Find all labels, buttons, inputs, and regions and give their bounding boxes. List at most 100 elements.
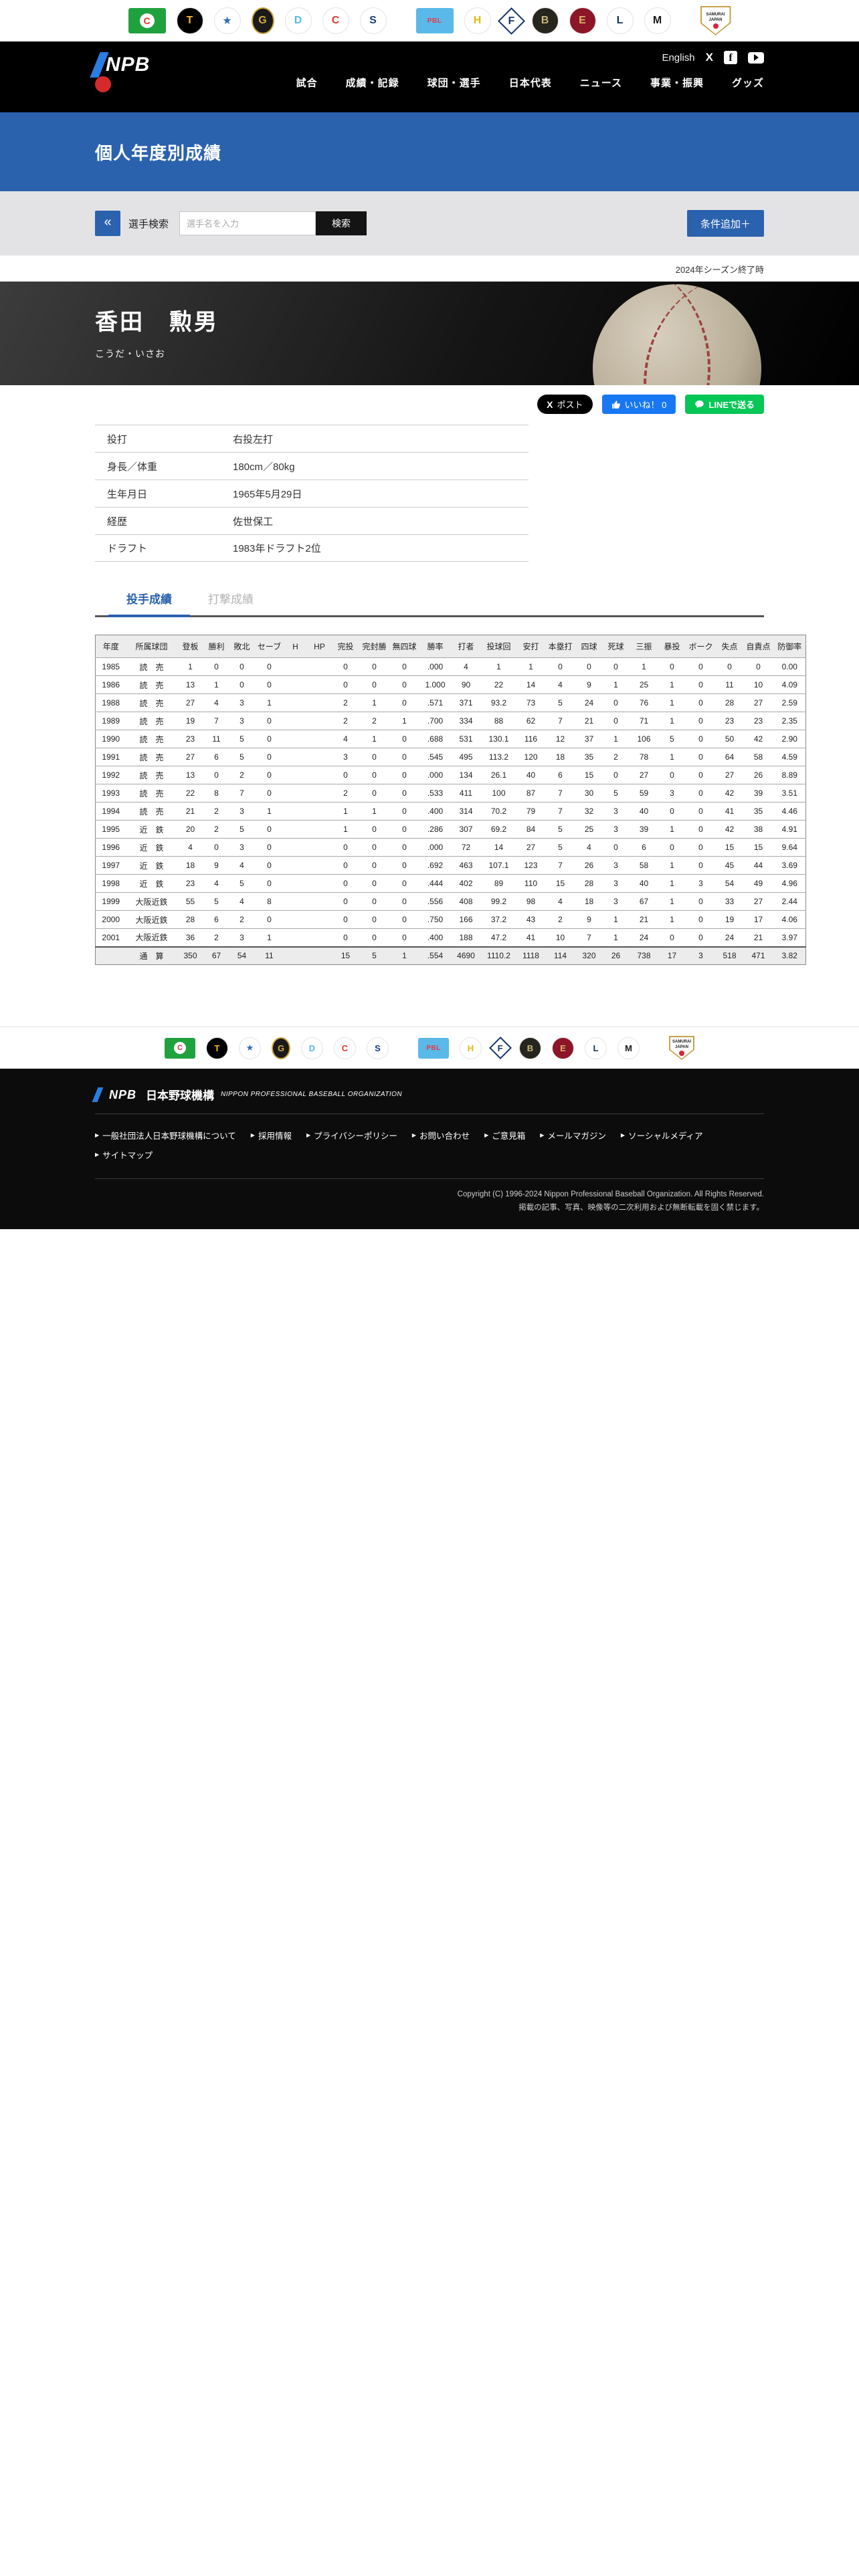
stats-cell: 411 [451, 784, 481, 802]
footer-link-5[interactable]: ▶ メールマガジン [540, 1129, 606, 1142]
logo-lions[interactable]: L [585, 1037, 607, 1059]
collapse-search-button[interactable]: « [95, 211, 120, 236]
stats-cell: 5 [545, 838, 576, 857]
tab-pitching[interactable]: 投手成績 [108, 590, 190, 617]
logo-pacific-league[interactable]: PBL [418, 1037, 449, 1059]
footer-link-2[interactable]: ▶ プライバシーポリシー [306, 1129, 397, 1142]
like-button[interactable]: いいね！ 0 [601, 395, 676, 414]
stats-cell: 0 [359, 892, 390, 911]
line-share-button[interactable]: LINEで送る [685, 395, 764, 414]
logo-hawks[interactable]: H [464, 7, 491, 34]
nav-item-2[interactable]: 球団・選手 [427, 78, 481, 89]
stats-cell: 4.09 [773, 675, 806, 694]
stats-cell: 1985 [95, 657, 126, 676]
stats-column-header: 安打 [516, 635, 545, 658]
stats-cell: 2 [545, 910, 576, 929]
logo-baystars[interactable]: ★ [213, 7, 241, 34]
stats-cell: 28 [575, 874, 603, 893]
footer-link-4[interactable]: ▶ ご意見箱 [484, 1129, 525, 1142]
stats-cell: 67 [629, 892, 659, 911]
nav-item-4[interactable]: ニュース [579, 78, 622, 89]
logo-giants[interactable]: G [251, 7, 274, 34]
footer-link-6[interactable]: ▶ ソーシャルメディア [621, 1129, 703, 1142]
logo-eagles[interactable]: E [569, 7, 596, 34]
logo-samurai-japan[interactable]: SAMURAI JAPAN [669, 1036, 694, 1060]
stats-cell: 7 [545, 856, 576, 875]
stats-cell: 99.2 [480, 892, 517, 911]
stats-cell: 3 [229, 928, 255, 947]
stats-cell: 0 [359, 928, 390, 947]
youtube-icon[interactable] [748, 51, 764, 64]
stats-cell: 89 [480, 874, 517, 893]
logo-abbr: D [294, 15, 302, 26]
x-twitter-icon[interactable]: X [705, 51, 713, 64]
stats-cell: 1986 [95, 675, 126, 694]
stats-cell: 23 [177, 730, 204, 748]
facebook-icon[interactable]: f [724, 51, 737, 64]
logo-hawks[interactable]: H [460, 1037, 482, 1059]
nav-item-0[interactable]: 試合 [296, 78, 318, 89]
stats-total-row: 通 算 350 67 54 11 15 5 1.554 4690 1110.2 1118 114 320… [95, 946, 806, 965]
arrow-icon: ▶ [620, 1132, 626, 1138]
nav-item-5[interactable]: 事業・振興 [650, 78, 704, 89]
stats-cell [284, 766, 307, 784]
stats-cell [284, 693, 307, 712]
logo-swallows[interactable]: S [359, 7, 387, 34]
logo-marines[interactable]: M [617, 1037, 640, 1059]
logo-tigers[interactable]: T [176, 7, 203, 34]
logo-dragons[interactable]: D [301, 1037, 323, 1059]
stats-cell: 2000 [95, 910, 126, 929]
logo-carp[interactable]: C [334, 1037, 356, 1059]
logo-baystars[interactable]: ★ [239, 1037, 261, 1059]
logo-swallows[interactable]: S [367, 1037, 389, 1059]
stats-cell: 1998 [95, 874, 126, 893]
stats-cell: 33 [716, 892, 743, 911]
stats-cell: 88 [480, 712, 517, 730]
footer-link-label: メールマガジン [547, 1132, 606, 1141]
logo-fighters[interactable]: F [489, 1037, 512, 1059]
stats-cell: 15 [545, 874, 576, 893]
search-button[interactable]: 検索 [316, 211, 367, 235]
logo-marines[interactable]: M [644, 7, 671, 34]
logo-samurai-japan[interactable]: SAMURAI JAPAN [700, 6, 731, 35]
footer-link-7[interactable]: ▶ サイトマップ [95, 1148, 153, 1161]
stats-cell: 7 [575, 928, 603, 947]
logo-fighters[interactable]: F [497, 7, 525, 35]
stats-cell: 5 [602, 784, 630, 802]
footer-npb-logo[interactable]: NPB [109, 1087, 137, 1101]
x-post-button[interactable]: X ポスト [537, 395, 593, 414]
stats-cell: 4.91 [773, 820, 806, 839]
logo-dragons[interactable]: D [284, 7, 312, 34]
logo-pacific-league[interactable]: PBL [415, 8, 454, 33]
stats-cell: 5 [359, 946, 390, 965]
footer-link-1[interactable]: ▶ 採用情報 [251, 1129, 292, 1142]
logo-buffaloes[interactable]: B [531, 7, 559, 34]
stats-cell: 4690 [451, 946, 481, 965]
npb-logo[interactable]: NPB [90, 41, 150, 112]
stats-cell: 1997 [95, 856, 126, 875]
nav-item-1[interactable]: 成績・記録 [345, 78, 399, 89]
logo-central-league[interactable]: C [165, 1037, 195, 1059]
english-link[interactable]: English [662, 51, 695, 64]
logo-carp[interactable]: C [322, 7, 349, 34]
logo-giants[interactable]: G [272, 1037, 290, 1059]
add-condition-button[interactable]: 条件追加＋ [686, 210, 764, 237]
stats-row: 1986 読 売 13 1 0 0 0 0 0 1.000 90 22 14 4 9 1 25 1 0 11 10 4.0… [95, 675, 806, 694]
player-name-input[interactable] [179, 211, 316, 235]
stats-cell: 読 売 [126, 657, 177, 676]
nav-item-3[interactable]: 日本代表 [508, 78, 552, 89]
stats-cell: 0 [359, 675, 390, 694]
tab-batting[interactable]: 打撃成績 [208, 593, 254, 606]
logo-tigers[interactable]: T [206, 1037, 228, 1059]
logo-buffaloes[interactable]: B [519, 1037, 541, 1059]
logo-lions[interactable]: L [606, 7, 634, 34]
nav-item-6[interactable]: グッズ [731, 78, 764, 89]
logo-central-league[interactable]: C [128, 8, 166, 33]
footer-link-0[interactable]: ▶ 一般社団法人日本野球機構について [95, 1129, 236, 1142]
logo-eagles[interactable]: E [552, 1037, 574, 1059]
stats-cell: 0 [685, 802, 717, 821]
stats-cell: 1 [658, 693, 686, 712]
footer-link-3[interactable]: ▶ お問い合わせ [412, 1129, 470, 1142]
stats-cell: 2 [229, 766, 255, 784]
stats-cell: 42 [716, 784, 743, 802]
